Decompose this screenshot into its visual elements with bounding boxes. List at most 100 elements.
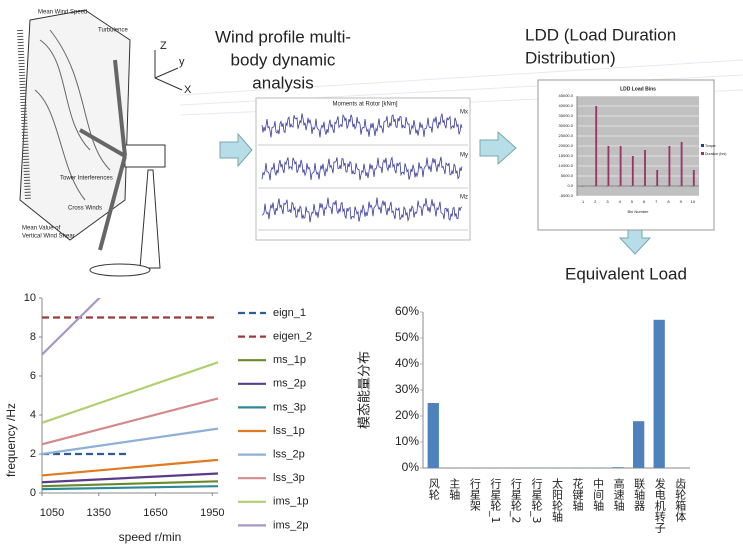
x-tick-label: 8 <box>667 199 670 204</box>
x-tick-label: 4 <box>619 199 622 204</box>
x-tick-label: 风轮 <box>427 478 440 500</box>
section-title: analysis <box>252 73 313 92</box>
trace <box>261 113 463 138</box>
y-axis-label: frequency /Hz <box>4 403 18 477</box>
legend-swatch <box>701 144 704 147</box>
y-tick-label: 50% <box>395 330 419 344</box>
x-tick-label: 行星轮_3 <box>530 478 543 524</box>
y-tick-label: 35000.0 <box>559 113 574 118</box>
x-tick-label: 9 <box>680 199 683 204</box>
y-tick-label: 0 <box>30 487 36 499</box>
x-tick-label: 1950 <box>200 507 224 519</box>
x-tick-label: 6 <box>643 199 646 204</box>
bar <box>595 106 598 186</box>
y-tick-label: 2 <box>30 448 36 460</box>
section-title: body dynamic <box>231 50 336 69</box>
trace-label: My <box>460 153 468 159</box>
illustration-label: Vertical Wind Shear <box>22 234 75 240</box>
x-tick-label: 花键轴 <box>571 478 584 511</box>
panel-title: Moments at Rotor [kNm] <box>332 102 397 108</box>
series-line <box>42 458 219 477</box>
series-line <box>42 472 219 484</box>
x-tick-label: 3 <box>606 199 609 204</box>
legend-label: eign_1 <box>273 307 306 319</box>
series-line <box>42 397 219 446</box>
x-tick-label: 2 <box>594 199 597 204</box>
traces <box>258 113 468 231</box>
x-tick-label: 主轴 <box>448 478 461 500</box>
y-tick-label: 10% <box>395 434 419 448</box>
section-title: Equivalent Load <box>565 264 687 283</box>
legend-label: ims_1p <box>273 496 308 508</box>
x-axis-label: Bin Number <box>627 209 649 214</box>
trace <box>261 197 463 223</box>
y-tick-label: 20000.0 <box>559 143 574 148</box>
bar <box>680 142 683 186</box>
section-title: Wind profile multi- <box>215 27 351 46</box>
x-tick-label: 发电机转子 <box>653 477 666 533</box>
x-tick-label: 齿轮箱体 <box>674 478 687 522</box>
illustration-label: Mean Value of <box>22 226 61 232</box>
bar <box>656 170 659 186</box>
y-tick-label: 5000.0 <box>561 173 574 178</box>
bar <box>631 156 634 186</box>
y-tick-label: 4 <box>30 409 36 421</box>
section-title: LDD (Load Duration <box>525 25 676 44</box>
x-tick-label: 7 <box>655 199 658 204</box>
legend-label: ims_2p <box>273 519 308 531</box>
arrow <box>479 130 517 166</box>
bar <box>427 403 439 468</box>
x-tick-label: 中间轴 <box>592 478 605 511</box>
bar <box>653 319 665 468</box>
series-line <box>42 298 101 356</box>
series-line <box>42 485 219 491</box>
y-tick-label: 30000.0 <box>559 123 574 128</box>
y-tick-label: 8 <box>30 331 36 343</box>
x-tick-label: 1 <box>582 199 585 204</box>
plot-lines <box>42 298 219 491</box>
legend-label: ms_3p <box>273 401 306 413</box>
axis-label: Z <box>160 40 167 52</box>
legend-label: Torque <box>705 144 716 148</box>
y-tick-label: 10 <box>24 292 36 304</box>
turbine-illustration <box>17 9 183 277</box>
x-tick-label: 1650 <box>143 507 167 519</box>
bar <box>644 150 646 186</box>
legend-label: Duration (hrs) <box>705 152 726 156</box>
y-tick-label: 10000.0 <box>559 163 574 168</box>
illustration-label: Turbulence <box>98 28 128 34</box>
bar <box>692 170 695 186</box>
x-tick-label: 1350 <box>87 507 111 519</box>
x-tick-label: 太阳轮轴 <box>551 478 564 522</box>
arrow <box>219 132 253 168</box>
illustration-label: Mean Wind Speed <box>38 10 87 16</box>
illustration-label: Tower Interferences <box>60 176 113 182</box>
x-tick-label: 行星架 <box>468 478 481 511</box>
series-line <box>42 361 219 424</box>
x-tick-label: 联轴器 <box>633 478 646 512</box>
legend-label: lss_2p <box>273 449 305 461</box>
trace-label: Mz <box>460 195 468 201</box>
axis-label: y <box>179 56 185 68</box>
legend-label: lss_3p <box>273 472 305 484</box>
legend-label: eigen_2 <box>273 331 312 343</box>
y-tick-label: 40000.0 <box>559 103 574 108</box>
axis-label: X <box>184 84 192 96</box>
chart-title: LDD Load Bins <box>620 86 656 92</box>
series-line <box>42 480 219 488</box>
trace-label: Mx <box>460 110 468 116</box>
illustration-label: Cross Winds <box>68 206 102 212</box>
y-tick-label: 25000.0 <box>559 133 574 138</box>
x-tick-label: 行星轮_1 <box>489 478 502 524</box>
legend-label: ms_1p <box>273 354 306 366</box>
y-tick-label: 40% <box>395 356 419 370</box>
y-tick-label: -5000.0 <box>559 193 573 198</box>
legend-swatch <box>701 152 704 155</box>
x-tick-label: 5 <box>631 199 634 204</box>
charts: -5000.00.05000.010000.015000.020000.0250… <box>4 86 726 544</box>
bar <box>607 146 610 186</box>
bar <box>619 146 622 186</box>
x-tick-label: 10 <box>691 199 696 204</box>
y-tick-label: 15000.0 <box>559 153 574 158</box>
trace <box>261 156 463 181</box>
